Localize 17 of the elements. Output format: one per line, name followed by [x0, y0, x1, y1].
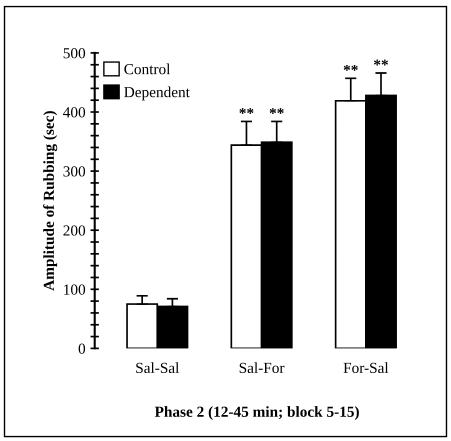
y-axis-title: Amplitude of Rubbing (sec) [43, 111, 58, 291]
annotation: ** [344, 65, 358, 71]
x-axis-title: Phase 2 (12-45 min; block 5-15) [154, 406, 359, 420]
y-tick-label: 100 [64, 284, 86, 295]
x-tick-label: For-Sal [344, 362, 388, 374]
annotation: ** [270, 108, 284, 114]
legend-label: Control [124, 64, 170, 74]
y-tick-label: 200 [63, 225, 86, 236]
x-tick-label: Sal-Sal [136, 362, 180, 374]
annotation: ** [239, 108, 254, 114]
legend-label: Dependent [124, 86, 190, 100]
x-tick-label: Sal-For [240, 362, 284, 374]
annotation: ** [374, 60, 388, 66]
y-tick-label: 300 [63, 166, 86, 177]
y-tick-label: 500 [64, 48, 86, 58]
y-tick-label: 400 [63, 107, 86, 118]
y-tick-label: 0 [78, 344, 86, 354]
